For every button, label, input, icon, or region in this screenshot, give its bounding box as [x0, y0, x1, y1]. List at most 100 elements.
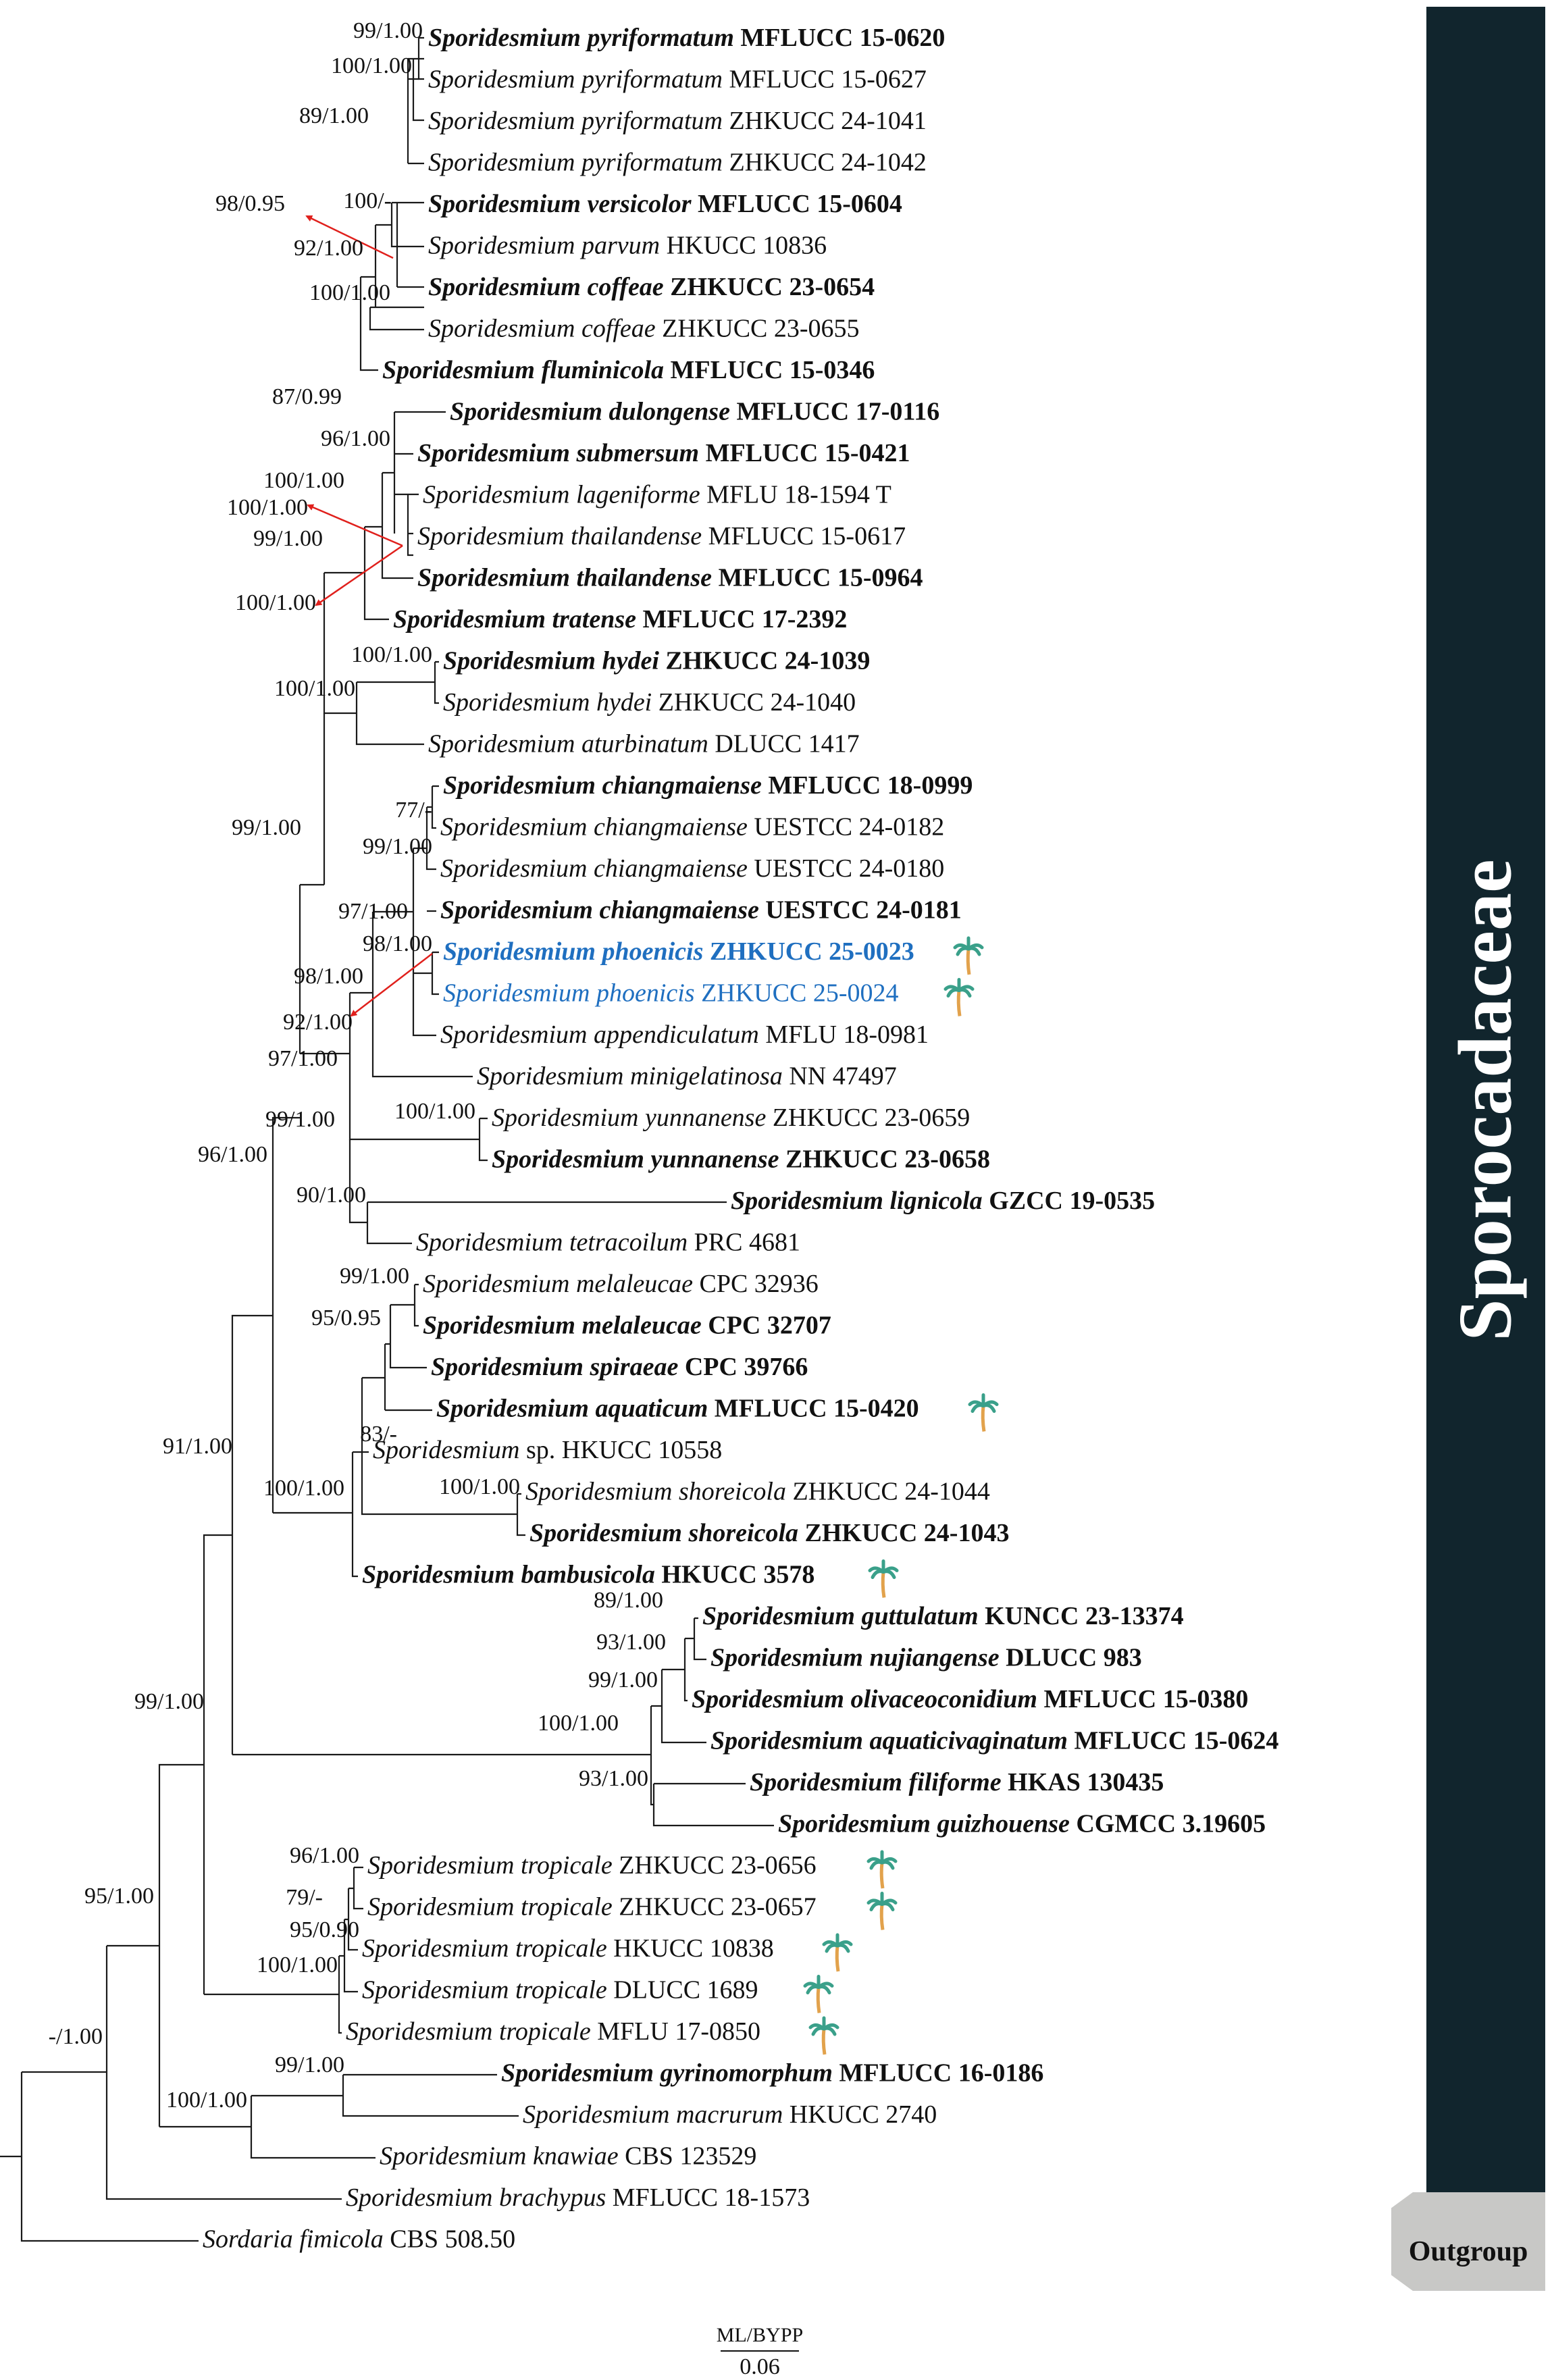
tree-branch: [342, 2073, 519, 2117]
palm-tree-icon: [866, 1892, 898, 1930]
tree-branch: [431, 951, 439, 995]
outgroup-label: Outgroup: [1408, 2236, 1528, 2267]
taxon-label: Sporidesmium parvum HKUCC 10836: [428, 232, 827, 260]
support-value: 77/-: [395, 798, 432, 823]
palm-tree-icon: [866, 1850, 898, 1889]
palm-tree-icon: [968, 1393, 999, 1432]
palm-tree-icon: [868, 1559, 899, 1598]
outgroup-tab: [1391, 2192, 1545, 2291]
tree-branch: [361, 1376, 517, 1516]
support-value: 92/1.00: [294, 236, 363, 261]
palm-tree-icon: [803, 1975, 834, 2013]
support-value: 99/1.00: [265, 1107, 335, 1132]
taxon-label: Sporidesmium sp. HKUCC 10558: [373, 1436, 722, 1464]
taxon-label: Sporidesmium chiangmaiense MFLUCC 18-099…: [443, 771, 973, 800]
taxon-label: Sporidesmium bambusicola HKUCC 3578: [362, 1561, 814, 1589]
support-value: 96/1.00: [198, 1142, 267, 1167]
support-value: 98/0.95: [215, 191, 285, 216]
support-value: 89/1.00: [299, 103, 369, 128]
support-value: 99/1.00: [134, 1689, 204, 1714]
tree-branch: [661, 1668, 706, 1744]
support-value: 100/1.00: [166, 2088, 247, 2113]
support-value: 95/0.90: [290, 1917, 359, 1942]
pointer-arrow: [307, 504, 403, 547]
taxon-label: Sporidesmium chiangmaiense UESTCC 24-018…: [440, 896, 962, 925]
support-value: 79/-: [286, 1885, 323, 1910]
support-value: 100/1.00: [309, 280, 390, 305]
palm-tree-icon: [808, 2016, 839, 2055]
support-value: 100/1.00: [331, 53, 412, 78]
taxon-label: Sporidesmium yunnanense ZHKUCC 23-0658: [492, 1145, 990, 1174]
taxon-label: Sporidesmium shoreicola ZHKUCC 24-1044: [525, 1478, 990, 1506]
taxon-label: Sporidesmium phoenicis ZHKUCC 25-0024: [443, 979, 898, 1008]
taxon-label: Sporidesmium pyriformatum ZHKUCC 24-1042: [428, 149, 927, 177]
taxon-label: Sporidesmium tropicale ZHKUCC 23-0657: [367, 1893, 817, 1921]
tree-branch: [413, 1283, 419, 1327]
taxon-label: Sporidesmium gyrinomorphum MFLUCC 16-018…: [501, 2059, 1043, 2088]
support-value: 98/1.00: [294, 964, 363, 989]
tree-branch: [425, 785, 439, 912]
support-value: 99/1.00: [588, 1667, 658, 1692]
pointer-arrow: [315, 544, 403, 606]
taxon-label: Sporidesmium chiangmaiense UESTCC 24-018…: [440, 813, 944, 842]
tree-branch: [434, 661, 439, 704]
taxon-label: Sporidesmium brachypus MFLUCC 18-1573: [346, 2183, 810, 2212]
tree-branch: [348, 1139, 727, 1245]
taxon-label: Sporidesmium appendiculatum MFLU 18-0981: [440, 1020, 929, 1049]
tree-branch: [105, 1944, 342, 2200]
tree-branch: [231, 1314, 651, 1756]
support-value: 99/1.00: [253, 526, 323, 551]
tree-branch: [381, 471, 413, 579]
taxon-label: Sporidesmium guttulatum KUNCC 23-13374: [702, 1602, 1184, 1630]
taxon-label: Sporidesmium dulongense MFLUCC 17-0116: [450, 398, 939, 426]
support-value: 98/1.00: [363, 931, 432, 956]
tree-branch: [359, 276, 378, 371]
tree-branch: [384, 1303, 432, 1412]
tree-branch: [369, 224, 424, 331]
support-value: 87/0.99: [272, 384, 342, 409]
support-value: 96/1.00: [290, 1843, 359, 1868]
support-value: 93/1.00: [596, 1630, 666, 1655]
taxon-label: Sporidesmium coffeae ZHKUCC 23-0654: [428, 273, 875, 301]
taxon-label: Sporidesmium nujiangense DLUCC 983: [710, 1644, 1142, 1672]
palm-tree-icon: [943, 978, 975, 1016]
support-value: 100/-: [343, 188, 392, 213]
tree-branch: [20, 2071, 199, 2242]
support-value: 95/1.00: [84, 1884, 154, 1909]
taxon-label: Sporidesmium spiraeae CPC 39766: [431, 1353, 808, 1381]
support-value: 99/1.00: [232, 815, 301, 840]
tree-branch: [203, 1534, 339, 1996]
tree-branch: [351, 1451, 362, 1578]
palm-tree-icon: [822, 1933, 853, 1972]
taxon-label: Sporidesmium pyriformatum MFLUCC 15-0620: [428, 24, 945, 52]
support-value: 100/1.00: [394, 1099, 475, 1124]
support-value: 93/1.00: [579, 1766, 648, 1791]
tree-branch: [363, 525, 389, 621]
taxon-label: Sporidesmium tropicale ZHKUCC 23-0656: [367, 1851, 817, 1880]
tree-branch: [650, 1705, 662, 1806]
tree-branch: [250, 2094, 376, 2159]
support-value: 99/1.00: [363, 834, 432, 859]
tree-branch: [478, 1117, 488, 1162]
taxon-label: Sporidesmium lignicola GZCC 19-0535: [731, 1187, 1155, 1215]
support-value: 100/1.00: [235, 590, 316, 615]
tree-branch: [412, 847, 436, 1037]
taxon-label: Sporidesmium pyriformatum ZHKUCC 24-1041: [428, 107, 927, 135]
support-value: 100/1.00: [351, 642, 432, 667]
taxon-label: Sporidesmium melaleucae CPC 32707: [423, 1312, 831, 1340]
clade-label: Sporocadaceae: [1443, 859, 1528, 1341]
taxon-label: Sporidesmium tetracoilum PRC 4681: [416, 1228, 800, 1257]
tree-branch: [390, 201, 424, 288]
taxon-label: Sporidesmium submersum MFLUCC 15-0421: [417, 439, 910, 467]
taxon-label: Sporidesmium melaleucae CPC 32936: [423, 1270, 819, 1298]
taxon-label: Sordaria fimicola CBS 508.50: [203, 2225, 515, 2254]
support-value: 96/1.00: [321, 426, 390, 451]
taxon-label: Sporidesmium aquaticum MFLUCC 15-0420: [436, 1395, 919, 1423]
taxon-label: Sporidesmium tropicale MFLU 17-0850: [346, 2017, 760, 2046]
taxon-label: Sporidesmium aquaticivaginatum MFLUCC 15…: [710, 1727, 1278, 1755]
taxon-label: Sporidesmium minigelatinosa NN 47497: [477, 1062, 897, 1091]
taxon-label: Sporidesmium hydei ZHKUCC 24-1039: [443, 647, 870, 675]
tree-branch: [407, 57, 424, 163]
support-value: 100/1.00: [274, 676, 355, 701]
